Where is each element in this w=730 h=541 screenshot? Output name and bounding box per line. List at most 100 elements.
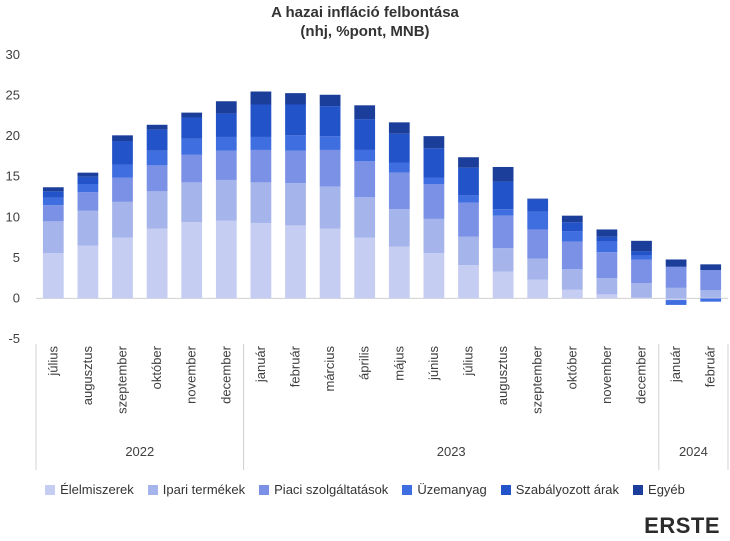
y-tick-label: -5 (8, 331, 20, 346)
bar-segment (319, 228, 341, 299)
bar-segment (700, 297, 722, 299)
bar-segment (354, 119, 376, 150)
bar-segment (181, 138, 203, 155)
bar-segment (388, 133, 410, 163)
x-tick-label: július (461, 346, 476, 377)
x-tick-label: május (391, 346, 406, 381)
bar-segment (631, 259, 652, 284)
bar-segment (665, 298, 687, 301)
bar-segment (112, 177, 133, 202)
bar-segment (250, 149, 272, 183)
chart-legend: Élelmiszerek Ipari termékek Piaci szolgált… (0, 482, 730, 497)
bar-segment (561, 269, 583, 290)
bar-segment (423, 184, 445, 219)
bar-segment (215, 220, 237, 299)
bar-segment (388, 172, 410, 210)
y-tick-label: 15 (6, 169, 20, 184)
bar-segment (285, 150, 306, 184)
bar-segment (492, 248, 514, 272)
bar-segment (700, 270, 722, 291)
bar-segment (112, 201, 133, 238)
legend-label: Egyéb (648, 482, 685, 497)
bar-segment (319, 149, 341, 187)
bar-segment (388, 122, 410, 134)
bar-segment (112, 237, 133, 299)
bar-segment (215, 150, 237, 180)
x-tick-label: szeptember (530, 345, 545, 414)
bar-segment (77, 210, 99, 246)
bar-segment (215, 179, 237, 221)
bar-segment (354, 237, 376, 299)
bar-segment (215, 101, 237, 114)
y-tick-label: 25 (6, 88, 20, 103)
bar-segment (319, 106, 341, 137)
bar-segment (561, 241, 583, 270)
bar-segment (146, 124, 168, 130)
x-tick-label: július (45, 346, 60, 377)
legend-swatch (633, 484, 644, 495)
bar-segment (354, 105, 376, 120)
year-label: 2022 (125, 444, 154, 459)
legend-label: Élelmiszerek (60, 482, 134, 497)
bar-segment (458, 265, 479, 299)
x-tick-label: november (184, 345, 199, 403)
bar-segment (492, 215, 514, 249)
bar-segment (527, 258, 549, 280)
bar-segment (596, 229, 618, 237)
bar-segment (596, 252, 618, 279)
bar-segment (458, 195, 479, 203)
bar-segment (285, 183, 306, 226)
bar-segment (700, 264, 722, 271)
bar-segment (596, 294, 618, 299)
legend-swatch (259, 484, 270, 495)
x-tick-label: augusztus (80, 346, 95, 406)
y-tick-label: 0 (13, 290, 20, 305)
bar-segment (423, 252, 445, 299)
bar-segment (596, 236, 618, 242)
legend-swatch (500, 484, 511, 495)
legend-item: Egyéb (633, 482, 685, 497)
bar-segment (112, 141, 133, 165)
bar-segment (42, 187, 64, 192)
bar-segment (388, 246, 410, 299)
erste-logo: ERSTE (644, 513, 720, 538)
bar-segment (596, 278, 618, 295)
bar-segment (527, 199, 549, 212)
bar-segment (631, 240, 652, 252)
y-tick-label: 30 (6, 47, 20, 62)
bar-segment (250, 136, 272, 150)
bar-segment (285, 104, 306, 136)
bar-segment (423, 218, 445, 253)
bar-segment (492, 181, 514, 210)
bar-segment (215, 113, 237, 137)
bar-segment (423, 177, 445, 185)
bar-segment (561, 289, 583, 299)
bar-segment (250, 91, 272, 105)
bar-segment (285, 225, 306, 299)
bar-segment (181, 117, 203, 139)
bar-segment (354, 161, 376, 197)
bar-segment (319, 136, 341, 150)
bar-segment (77, 176, 99, 185)
bar-segment (700, 290, 722, 298)
bar-segment (665, 259, 687, 267)
legend-label: Ipari termékek (162, 482, 246, 497)
y-tick-label: 20 (6, 128, 20, 143)
bar-segment (146, 191, 168, 229)
bar-segment (250, 182, 272, 223)
bar-segment (112, 164, 133, 178)
y-tick-label: 5 (13, 250, 20, 265)
bar-segment (42, 205, 64, 222)
x-tick-label: szeptember (115, 345, 130, 414)
bar-segment (77, 192, 99, 211)
bar-segment (146, 129, 168, 151)
bar-segment (146, 228, 168, 299)
bar-segment (631, 297, 652, 299)
bar-segment (42, 191, 64, 198)
legend-item: Élelmiszerek (45, 482, 134, 497)
x-tick-label: augusztus (495, 346, 510, 406)
legend-item: Ipari termékek (147, 482, 246, 497)
bar-segment (146, 165, 168, 192)
legend-label: Szabályozott árak (515, 482, 620, 497)
x-tick-label: november (599, 345, 614, 403)
